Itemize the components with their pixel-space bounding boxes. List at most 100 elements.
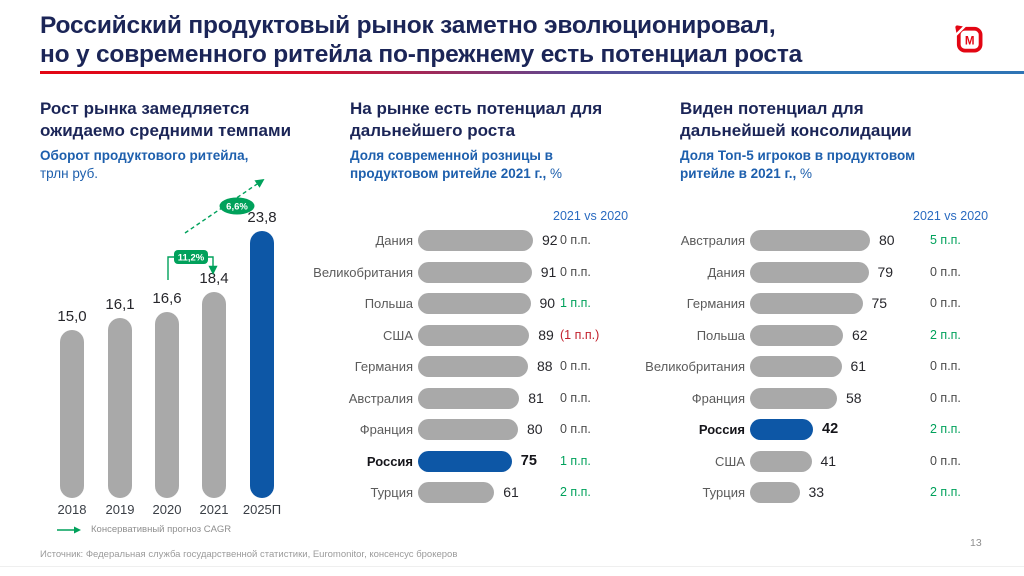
change-value: 0 п.п.	[930, 390, 961, 405]
change-value: 2 п.п.	[930, 327, 961, 342]
share-value: 90	[539, 295, 556, 311]
section3-subtitle-bold: Доля Топ-5 игроков в продуктовом ритейле…	[680, 148, 916, 181]
country-label: Польша	[364, 296, 413, 311]
share-bar	[750, 261, 869, 283]
country-row: США 89 (1 п.п.)	[300, 320, 640, 352]
x-axis-tick-2021: 2021	[199, 502, 229, 517]
turnover-bar-2021	[202, 291, 226, 498]
country-label: Дания	[707, 264, 745, 280]
change-value: 0 п.п.	[930, 296, 961, 310]
magnit-logo-icon: М	[954, 24, 983, 53]
turnover-bar-2018	[60, 330, 84, 498]
change-value: 0 п.п.	[560, 233, 591, 247]
country-label: Франция	[359, 422, 413, 437]
section1-subtitle: Оборот продуктового ритейла, трлн руб.	[40, 147, 310, 183]
x-axis-tick-2020: 2020	[152, 502, 182, 517]
top5-share-chart: 2021 vs 2020 Австралия 80 5 п.п. Дания 79 0 п…	[640, 205, 1005, 517]
share-bar	[418, 356, 528, 378]
change-value: 0 п.п.	[930, 264, 961, 279]
country-row: Австралия 80 5 п.п.	[640, 225, 1005, 257]
share-value: 92	[542, 232, 558, 248]
section2-subtitle-unit: %	[550, 165, 563, 181]
share-bar	[750, 419, 813, 441]
country-row: Великобритания 91 0 п.п.	[300, 257, 640, 289]
turnover-bar-2025П	[250, 231, 274, 498]
x-axis-tick-2025П: 2025П	[242, 502, 282, 517]
share-value: 91	[540, 263, 557, 280]
share-value: 62	[852, 326, 868, 343]
country-row: Дания 79 0 п.п.	[640, 257, 1005, 289]
country-row: Турция 61 2 п.п.	[300, 477, 640, 509]
share-bar	[750, 482, 800, 504]
change-value: 0 п.п.	[560, 390, 591, 405]
country-label: Австралия	[680, 233, 745, 248]
share-value: 81	[528, 389, 544, 406]
section1-heading: Рост рынка замедляется ожидаемо средними…	[40, 99, 292, 140]
turnover-value-label: 23,8	[247, 209, 277, 227]
country-label: США	[715, 453, 745, 469]
turnover-bar-2019	[108, 317, 132, 498]
turnover-value-label: 16,6	[152, 290, 182, 308]
share-value: 75	[520, 452, 537, 469]
country-row: Россия 42 2 п.п.	[640, 414, 1005, 446]
country-row: Дания 92 0 п.п.	[300, 225, 640, 257]
country-row: Польша 62 2 п.п.	[640, 320, 1005, 352]
share-bar	[750, 387, 837, 409]
country-row: Франция 80 0 п.п.	[300, 414, 640, 446]
country-label: Турция	[370, 485, 413, 500]
change-value: (1 п.п.)	[560, 327, 600, 342]
country-row: Австралия 81 0 п.п.	[300, 383, 640, 415]
share-bar	[750, 450, 812, 472]
turnover-value-label: 18,4	[199, 269, 229, 287]
legend-arrow-icon	[57, 526, 81, 533]
turnover-value-label: 16,1	[105, 295, 135, 313]
country-row: США 41 0 п.п.	[640, 446, 1005, 478]
page-title: Российский продуктовый рынок заметно эво…	[40, 12, 940, 69]
share-bar	[418, 450, 512, 472]
page-number: 13	[970, 537, 982, 549]
share-value: 58	[846, 389, 862, 406]
section3-subtitle: Доля Топ-5 игроков в продуктовом ритейле…	[680, 147, 972, 183]
share-bar	[750, 324, 843, 346]
share-value: 75	[871, 295, 888, 311]
country-label: Польша	[696, 327, 745, 343]
share-value: 61	[503, 484, 519, 500]
share-value: 88	[537, 358, 553, 374]
turnover-bar-chart: Консервативный прогноз CAGR 15,0 2018 16,1…	[40, 190, 330, 542]
change-value: 2 п.п.	[560, 485, 591, 499]
chart-legend: Консервативный прогноз CAGR	[56, 524, 231, 535]
country-row: Франция 58 0 п.п.	[640, 383, 1005, 415]
change-value: 0 п.п.	[930, 359, 961, 373]
share-value: 80	[527, 421, 543, 437]
section2-subtitle-bold: Доля современной розницы в продуктовом р…	[350, 148, 553, 181]
share-bar	[418, 387, 520, 409]
share-value: 79	[877, 263, 894, 280]
share-value: 89	[538, 326, 554, 343]
section2-subtitle: Доля современной розницы в продуктовом р…	[350, 147, 612, 183]
section3-subtitle-unit: %	[800, 165, 813, 181]
share-bar	[750, 230, 870, 252]
country-row: Турция 33 2 п.п.	[640, 477, 1005, 509]
country-label: Великобритания	[313, 264, 413, 280]
country-label: Дания	[375, 233, 413, 248]
country-row: Польша 90 1 п.п.	[300, 288, 640, 320]
change-value: 0 п.п.	[560, 359, 591, 373]
country-label: Россия	[698, 422, 745, 437]
change-value: 2 п.п.	[930, 422, 961, 436]
country-label: Великобритания	[645, 359, 745, 374]
share-bar	[750, 293, 863, 315]
slide-title-line2: но у современного ритейла по-прежнему ес…	[40, 40, 803, 68]
bottom-divider	[0, 566, 1024, 567]
legend-label: Консервативный прогноз CAGR	[91, 524, 232, 535]
country-label: США	[383, 327, 413, 343]
change-value: 0 п.п.	[560, 422, 591, 436]
x-axis-tick-2019: 2019	[105, 502, 135, 517]
section2-heading: На рынке есть потенциал для дальнейшего …	[350, 99, 603, 140]
share-value: 42	[822, 421, 839, 437]
share-value: 41	[820, 452, 837, 469]
share-bar	[418, 324, 530, 346]
turnover-bar-2020	[155, 312, 179, 498]
svg-text:М: М	[965, 35, 975, 47]
country-label: Австралия	[348, 390, 413, 406]
modern-retail-share-chart: 2021 vs 2020 Дания 92 0 п.п. Великобритания…	[300, 205, 640, 517]
